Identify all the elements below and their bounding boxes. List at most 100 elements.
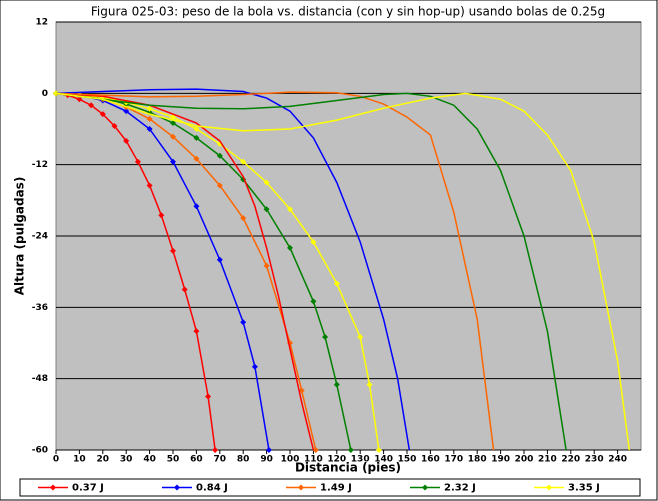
x-tick-label: 0 (53, 455, 59, 465)
x-tick-label: 190 (491, 455, 510, 465)
data-point (287, 244, 293, 251)
data-point (170, 114, 176, 121)
data-point (240, 215, 247, 222)
x-tick-label: 170 (444, 455, 463, 465)
data-point (312, 447, 319, 453)
data-point (123, 137, 130, 144)
data-point (357, 334, 364, 341)
data-point (181, 286, 188, 293)
y-tick-label: -48 (32, 374, 48, 384)
x-axis-label: Distancia (pies) (295, 461, 401, 475)
data-point (212, 447, 219, 453)
legend-items: 0.37 J 0.84 J 1.49 J 2.32 J 3.35 J (38, 483, 600, 494)
data-point (111, 123, 118, 130)
data-point (146, 115, 153, 122)
data-point (265, 447, 272, 453)
legend-label: 1.49 J (320, 483, 352, 494)
data-point (216, 256, 223, 263)
y-tick-label: -24 (32, 232, 48, 242)
data-point (193, 203, 200, 210)
x-tick-label: 130 (351, 455, 370, 465)
y-axis-label: Altura (pulgadas) (13, 177, 27, 296)
x-tick-label: 70 (214, 455, 227, 465)
data-point (170, 133, 176, 140)
series-line (55, 88, 411, 451)
data-point (205, 393, 212, 400)
data-point (251, 363, 258, 370)
data-point (375, 447, 382, 453)
chart-title: Figura 025-03: peso de la bola vs. dista… (91, 5, 605, 19)
x-tick-label: 30 (120, 455, 133, 465)
data-point (193, 155, 200, 162)
series-line (55, 91, 495, 451)
data-point (310, 238, 317, 245)
x-tick-label: 150 (398, 455, 417, 465)
data-point (298, 387, 305, 394)
legend-marker (50, 484, 56, 491)
data-point (310, 298, 317, 305)
grid: 12 0 -12 -24 -36 -48 -60 0 10 20 30 40 50 60 70 80 90 100… (32, 18, 641, 465)
data-point (76, 96, 83, 103)
series-line (55, 92, 567, 451)
data-point (99, 111, 106, 118)
x-tick-label: 20 (97, 455, 110, 465)
data-point (170, 120, 176, 127)
data-point (240, 319, 247, 326)
data-point (216, 182, 223, 189)
series-line (55, 92, 631, 451)
x-tick-label: 100 (281, 455, 300, 465)
data-point (134, 158, 141, 165)
legend-label: 2.32 J (444, 483, 476, 494)
y-tick-label: 12 (35, 18, 48, 28)
data-point (193, 126, 200, 132)
x-tick-label: 80 (237, 455, 250, 465)
legend (19, 478, 641, 497)
data-point (333, 381, 340, 388)
y-tick-label: -60 (32, 446, 48, 456)
x-tick-label: 60 (190, 455, 203, 465)
data-point (263, 262, 270, 269)
legend-label: 3.35 J (568, 483, 600, 494)
data-point (216, 152, 223, 159)
legend-marker (546, 484, 552, 491)
data-point (240, 158, 247, 165)
legend-label: 0.37 J (72, 483, 104, 494)
y-tick-label: -36 (32, 303, 48, 313)
x-tick-label: 180 (468, 455, 487, 465)
y-tick-label: -12 (32, 160, 48, 170)
legend-marker (422, 484, 428, 491)
data-point (287, 206, 293, 213)
legend-marker (174, 484, 180, 491)
data-point (263, 179, 270, 186)
x-tick-label: 210 (538, 455, 557, 465)
x-tick-label: 50 (167, 455, 180, 465)
x-tick-label: 230 (585, 455, 604, 465)
data-point (146, 105, 153, 112)
x-tick-label: 140 (374, 455, 393, 465)
data-point (170, 247, 176, 254)
x-tick-label: 220 (561, 455, 580, 465)
y-tick-label: 0 (42, 89, 48, 99)
data-point (333, 280, 340, 287)
series-layer (53, 88, 631, 453)
data-point (123, 108, 130, 115)
data-point (146, 182, 153, 189)
data-point (366, 381, 373, 388)
data-point (347, 447, 354, 453)
data-point (158, 212, 165, 219)
data-point (170, 158, 176, 165)
x-tick-label: 40 (143, 455, 156, 465)
legend-marker (298, 484, 304, 491)
x-tick-label: 10 (73, 455, 86, 465)
x-tick-label: 90 (260, 455, 273, 465)
data-point (88, 102, 95, 109)
legend-label: 0.84 J (196, 483, 228, 494)
data-point (193, 134, 200, 141)
x-tick-label: 240 (608, 455, 627, 465)
data-point (322, 334, 329, 341)
data-point (193, 328, 200, 335)
x-tick-label: 110 (304, 455, 323, 465)
x-tick-label: 200 (515, 455, 534, 465)
series-line (55, 92, 380, 451)
